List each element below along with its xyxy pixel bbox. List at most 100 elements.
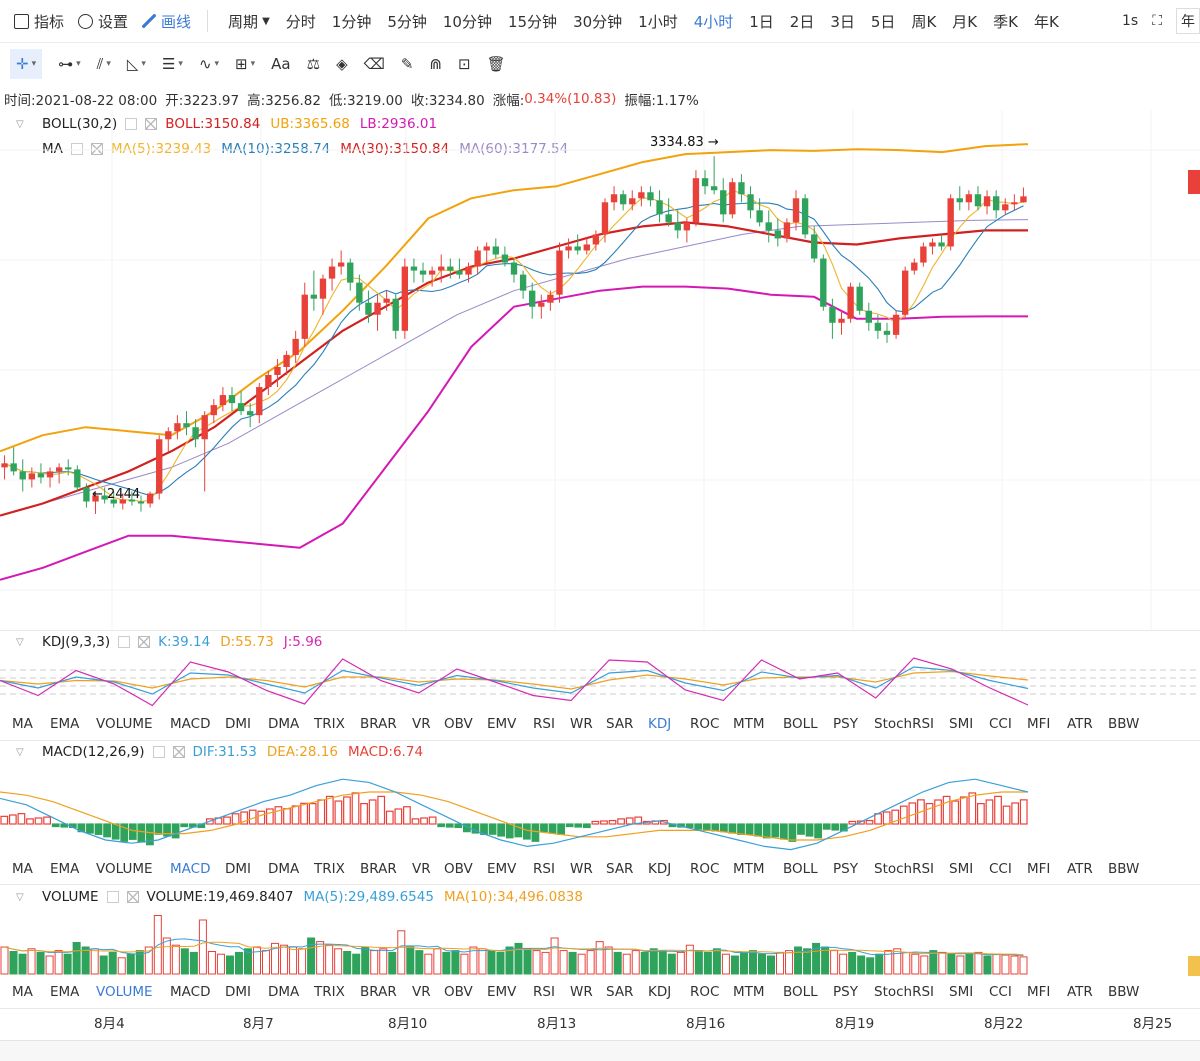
- indicator-tab-wr[interactable]: WR: [570, 861, 593, 877]
- indicator-tab-ema[interactable]: EMA: [50, 984, 80, 1000]
- indicator-tab-rsi[interactable]: RSI: [533, 861, 555, 877]
- indicator-tab-smi[interactable]: SMI: [949, 984, 974, 1000]
- indicator-tab-volume[interactable]: VOLUME: [96, 716, 153, 732]
- indicator-tab-dma[interactable]: DMA: [268, 716, 300, 732]
- main-candlestick-chart[interactable]: 3334.83 → ← 2444: [0, 110, 1200, 630]
- period-12[interactable]: 周K: [911, 12, 937, 31]
- indicator-tab-roc[interactable]: ROC: [690, 861, 720, 877]
- indicator-tab-volume[interactable]: VOLUME: [96, 984, 153, 1000]
- macd-chart[interactable]: [0, 764, 1200, 856]
- indicator-tab-wr[interactable]: WR: [570, 984, 593, 1000]
- chevron-down-icon[interactable]: ▾: [31, 59, 37, 69]
- indicator-tab-vr[interactable]: VR: [412, 716, 431, 732]
- wave-tool[interactable]: ∿ ▾: [199, 49, 219, 79]
- indicator-tab-smi[interactable]: SMI: [949, 716, 974, 732]
- indicator-tab-bbw[interactable]: BBW: [1108, 984, 1140, 1000]
- chevron-down-icon[interactable]: ▼: [262, 15, 270, 27]
- indicator-tab-obv[interactable]: OBV: [444, 984, 473, 1000]
- period-4[interactable]: 15分钟: [507, 12, 558, 31]
- indicator-tab-brar[interactable]: BRAR: [360, 861, 397, 877]
- period-10[interactable]: 3日: [830, 12, 855, 31]
- lock-tool[interactable]: ⊡: [458, 49, 471, 79]
- year-tab[interactable]: 年: [1176, 8, 1200, 34]
- indicators-button[interactable]: 指标: [14, 11, 64, 32]
- period-15[interactable]: 年K: [1033, 12, 1059, 31]
- measure-tool[interactable]: ⚖: [307, 49, 320, 79]
- close-box-icon[interactable]: [138, 636, 151, 648]
- draw-button[interactable]: 画线: [142, 11, 191, 32]
- fullscreen-icon[interactable]: ⛶: [1152, 13, 1162, 29]
- indicator-tab-sar[interactable]: SAR: [606, 716, 634, 732]
- indicator-tab-macd[interactable]: MACD: [170, 716, 211, 732]
- indicator-tab-mfi[interactable]: MFI: [1027, 984, 1051, 1000]
- indicator-tab-rsi[interactable]: RSI: [533, 984, 555, 1000]
- indicator-tab-psy[interactable]: PSY: [833, 984, 858, 1000]
- indicator-tab-trix[interactable]: TRIX: [314, 716, 345, 732]
- close-box-icon[interactable]: [145, 118, 158, 130]
- indicator-tab-ma[interactable]: MA: [12, 716, 33, 732]
- indicator-tab-stochrsi[interactable]: StochRSI: [874, 861, 935, 877]
- indicator-tab-stochrsi[interactable]: StochRSI: [874, 716, 935, 732]
- settings-button[interactable]: 设置: [78, 11, 128, 32]
- indicator-tab-trix[interactable]: TRIX: [314, 861, 345, 877]
- indicator-tab-cci[interactable]: CCI: [989, 861, 1012, 877]
- period-3[interactable]: 10分钟: [442, 12, 492, 31]
- indicator-tab-dma[interactable]: DMA: [268, 984, 300, 1000]
- indicator-tab-ma[interactable]: MA: [12, 984, 33, 1000]
- indicator-tab-sar[interactable]: SAR: [606, 861, 634, 877]
- collapse-icon[interactable]: ▽: [16, 746, 24, 758]
- indicator-tab-boll[interactable]: BOLL: [783, 984, 818, 1000]
- period-11[interactable]: 5日: [870, 12, 896, 31]
- indicator-tab-mfi[interactable]: MFI: [1027, 861, 1051, 877]
- indicator-tab-atr[interactable]: ATR: [1067, 861, 1093, 877]
- close-box-icon[interactable]: [126, 891, 139, 903]
- trash-tool[interactable]: 🗑: [487, 49, 506, 79]
- period-13[interactable]: 月K: [952, 12, 978, 31]
- angle-tool[interactable]: ◺ ▾: [127, 49, 146, 79]
- indicator-tab-boll[interactable]: BOLL: [783, 861, 818, 877]
- period-1[interactable]: 1分钟: [331, 12, 372, 31]
- indicator-tab-dmi[interactable]: DMI: [225, 984, 252, 1000]
- indicator-tab-emv[interactable]: EMV: [487, 716, 517, 732]
- indicator-tab-wr[interactable]: WR: [570, 716, 593, 732]
- indicator-tab-dmi[interactable]: DMI: [225, 861, 252, 877]
- indicator-tab-sar[interactable]: SAR: [606, 984, 634, 1000]
- chevron-down-icon[interactable]: ▾: [141, 59, 146, 69]
- collapse-icon[interactable]: ▽: [16, 118, 24, 130]
- indicator-tab-macd[interactable]: MACD: [170, 861, 211, 877]
- indicator-tab-mtm[interactable]: MTM: [733, 716, 765, 732]
- parallel-channel-tool[interactable]: ⫽ ▾: [97, 49, 111, 79]
- bottom-scroll-strip[interactable]: [0, 1040, 1200, 1061]
- chevron-down-icon[interactable]: ▾: [178, 59, 183, 69]
- indicator-tab-kdj[interactable]: KDJ: [648, 716, 672, 732]
- indicator-tab-rsi[interactable]: RSI: [533, 716, 555, 732]
- indicator-tab-stochrsi[interactable]: StochRSI: [874, 984, 935, 1000]
- indicator-tab-bbw[interactable]: BBW: [1108, 716, 1140, 732]
- indicator-tab-macd[interactable]: MACD: [170, 984, 211, 1000]
- indicator-tab-mtm[interactable]: MTM: [733, 984, 765, 1000]
- chevron-down-icon[interactable]: ▾: [214, 59, 220, 69]
- crosshair-tool[interactable]: ✛ ▾: [10, 49, 43, 79]
- indicator-tab-vr[interactable]: VR: [412, 984, 431, 1000]
- period-8[interactable]: 1日: [749, 12, 774, 31]
- indicator-tab-cci[interactable]: CCI: [989, 716, 1012, 732]
- period-5[interactable]: 30分钟: [573, 12, 623, 31]
- chevron-down-icon[interactable]: ▾: [106, 59, 111, 69]
- settings-box-icon[interactable]: [118, 636, 131, 648]
- collapse-icon[interactable]: ▽: [16, 891, 24, 903]
- text-tool[interactable]: Aa: [271, 49, 290, 79]
- grid-tool[interactable]: ⊞ ▾: [235, 49, 255, 79]
- close-box-icon[interactable]: [90, 143, 103, 155]
- brush-tool[interactable]: ✎: [401, 49, 414, 79]
- period-0[interactable]: 分时: [285, 12, 316, 31]
- indicator-tab-cci[interactable]: CCI: [989, 984, 1012, 1000]
- indicator-tab-dmi[interactable]: DMI: [225, 716, 252, 732]
- indicator-tab-obv[interactable]: OBV: [444, 716, 473, 732]
- indicator-tab-volume[interactable]: VOLUME: [96, 861, 153, 877]
- indicator-tab-atr[interactable]: ATR: [1067, 716, 1093, 732]
- period-9[interactable]: 2日: [789, 12, 815, 31]
- indicator-tab-emv[interactable]: EMV: [487, 984, 517, 1000]
- indicator-tab-roc[interactable]: ROC: [690, 984, 720, 1000]
- indicator-tab-kdj[interactable]: KDJ: [648, 984, 672, 1000]
- indicator-tab-boll[interactable]: BOLL: [783, 716, 818, 732]
